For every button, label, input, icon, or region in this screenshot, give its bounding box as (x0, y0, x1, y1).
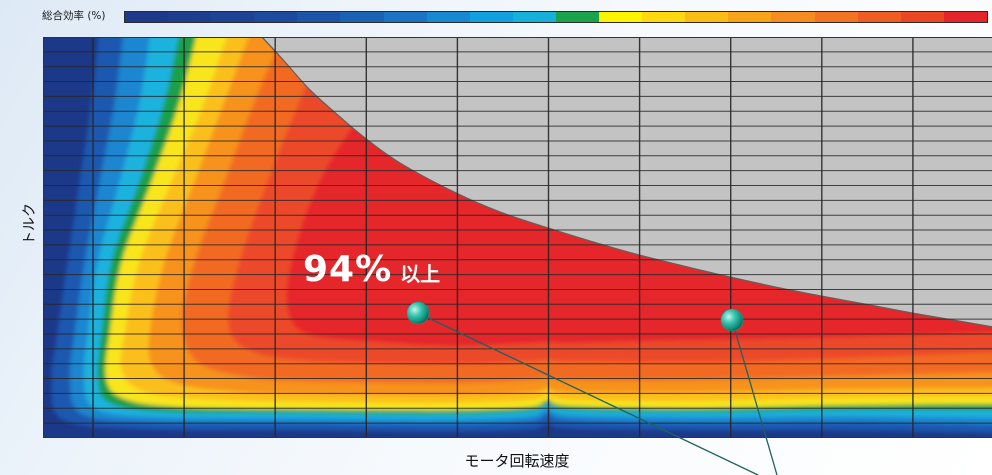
colorbar-segment (297, 12, 341, 22)
colorbar-segment (943, 12, 987, 22)
colorbar-segment (168, 12, 212, 22)
plot-grid (43, 37, 992, 438)
colorbar-segment (254, 12, 298, 22)
colorbar-segment (555, 12, 600, 22)
colorbar-segment (900, 12, 944, 22)
annotation: 94% 以上 (303, 252, 440, 288)
colorbar-segment (469, 12, 513, 22)
y-axis-label: トルク (22, 203, 38, 245)
colorbar-segment (426, 12, 470, 22)
colorbar-segment (512, 12, 556, 22)
colorbar-segment (211, 12, 255, 22)
annotation-suffix: 以上 (400, 262, 441, 286)
colorbar-segment (125, 12, 169, 22)
colorbar-segment (728, 12, 772, 22)
colorbar (124, 11, 988, 23)
x-axis-label: モータ回転速度 (464, 452, 570, 470)
annotation-value: 94% (303, 249, 393, 290)
colorbar-segment (771, 12, 815, 22)
colorbar-segment (340, 12, 384, 22)
colorbar-segment (685, 12, 729, 22)
efficiency-plot (43, 37, 992, 438)
colorbar-segment (383, 12, 427, 22)
colorbar-label: 総合効率 (%) (42, 10, 106, 22)
colorbar-segment (857, 12, 901, 22)
colorbar-segment (642, 12, 686, 22)
colorbar-segment (599, 12, 643, 22)
colorbar-segment (814, 12, 858, 22)
torque-limit-region (262, 37, 992, 327)
